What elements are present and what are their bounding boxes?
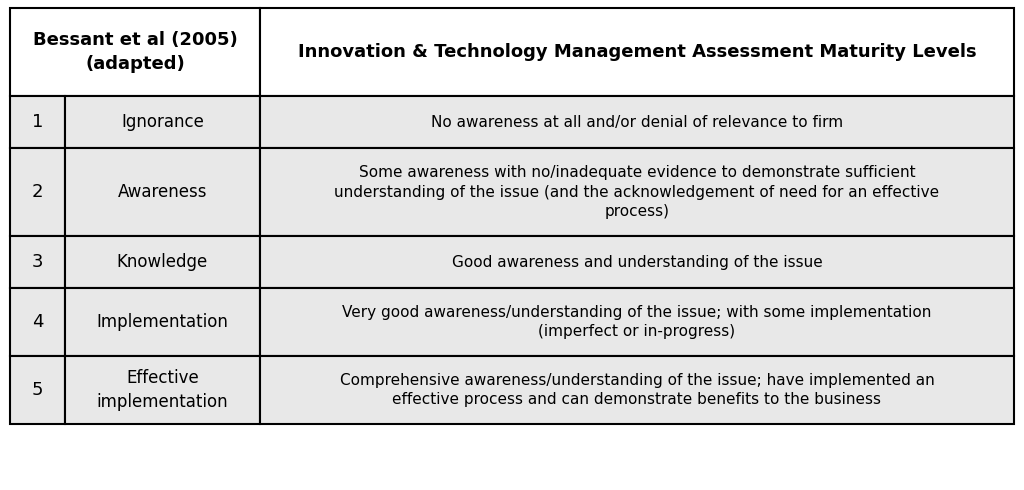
Bar	[65, 148, 260, 236]
Text: Effective
implementation: Effective implementation	[96, 369, 228, 411]
Text: Bessant et al (2005)
(adapted): Bessant et al (2005) (adapted)	[33, 31, 238, 73]
Bar	[260, 8, 1014, 96]
Bar	[260, 288, 1014, 356]
Text: 3: 3	[32, 253, 43, 271]
Bar	[260, 236, 1014, 288]
Text: Ignorance: Ignorance	[121, 113, 204, 131]
Text: Good awareness and understanding of the issue: Good awareness and understanding of the …	[452, 254, 822, 270]
Bar	[10, 8, 260, 96]
Bar	[10, 288, 65, 356]
Bar	[260, 148, 1014, 236]
Bar	[10, 356, 65, 424]
Text: Knowledge: Knowledge	[117, 253, 208, 271]
Bar	[65, 288, 260, 356]
Text: Some awareness with no/inadequate evidence to demonstrate sufficient
understandi: Some awareness with no/inadequate eviden…	[335, 165, 940, 220]
Text: Very good awareness/understanding of the issue; with some implementation
(imperf: Very good awareness/understanding of the…	[342, 305, 932, 340]
Text: Awareness: Awareness	[118, 183, 207, 201]
Bar	[260, 356, 1014, 424]
Bar	[10, 96, 65, 148]
Text: 1: 1	[32, 113, 43, 131]
Bar	[10, 148, 65, 236]
Text: 4: 4	[32, 313, 43, 331]
Text: Implementation: Implementation	[96, 313, 228, 331]
Text: 5: 5	[32, 381, 43, 399]
Bar	[65, 356, 260, 424]
Text: 2: 2	[32, 183, 43, 201]
Bar	[260, 96, 1014, 148]
Text: Comprehensive awareness/understanding of the issue; have implemented an
effectiv: Comprehensive awareness/understanding of…	[340, 372, 934, 407]
Bar	[65, 96, 260, 148]
Bar	[10, 236, 65, 288]
Text: Innovation & Technology Management Assessment Maturity Levels: Innovation & Technology Management Asses…	[298, 43, 976, 61]
Bar	[65, 236, 260, 288]
Text: No awareness at all and/or denial of relevance to firm: No awareness at all and/or denial of rel…	[431, 115, 843, 129]
